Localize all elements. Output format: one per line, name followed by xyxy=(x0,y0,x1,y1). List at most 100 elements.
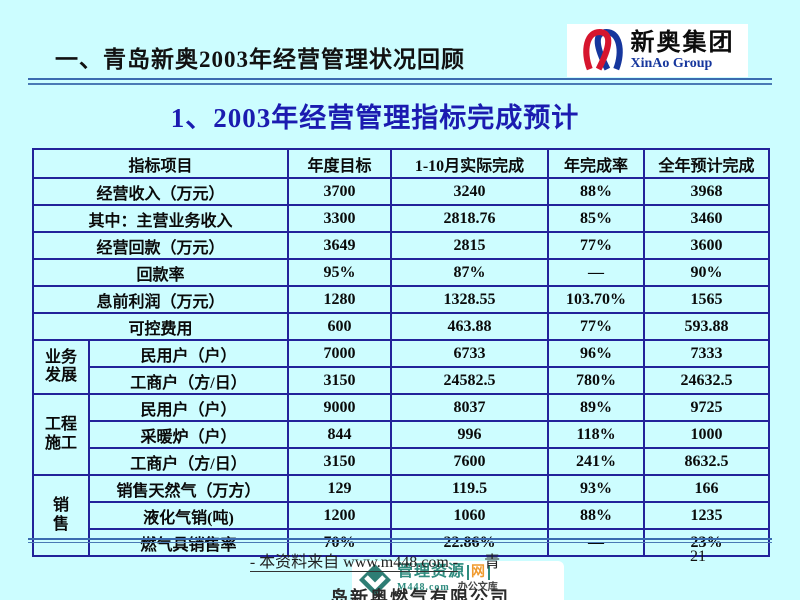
cell-value: — xyxy=(547,258,646,287)
cell-value: 1200 xyxy=(287,501,393,530)
table-row: 其中：主营业务收入 3300 2818.76 85% 3460 xyxy=(31,204,771,233)
cell-value: 88% xyxy=(547,177,646,206)
cell-value: 87% xyxy=(390,258,550,287)
table-row: 回款率 95% 87% — 90% xyxy=(31,258,771,287)
logo-company-name-en: XinAo Group xyxy=(630,55,713,71)
cell-value: 77% xyxy=(547,231,646,260)
group-label-business-dev: 业务 发展 xyxy=(32,339,90,395)
cell-value: 90% xyxy=(643,258,771,287)
cell-value: 96% xyxy=(547,339,646,368)
table-header-row: 指标项目 年度目标 1-10月实际完成 年完成率 全年预计完成 xyxy=(31,148,771,179)
table-row: 业务 发展 民用户（户） 7000 6733 96% 7333 xyxy=(32,339,771,395)
table-row: 液化气销(吨) 1200 1060 88% 1235 xyxy=(33,501,771,530)
cell-value: 95% xyxy=(287,258,393,287)
watermark-diamond-icon xyxy=(358,563,392,600)
cell-value: 93% xyxy=(547,474,646,503)
cell-value: 24632.5 xyxy=(643,366,771,395)
table-row: 工商户（方/日） 3150 7600 241% 8632.5 xyxy=(33,447,771,476)
cell-value: 3968 xyxy=(643,177,771,206)
watermark-site-name: 管理资源网 xyxy=(397,563,498,581)
table-row: 采暖炉（户） 844 996 118% 1000 xyxy=(33,420,771,449)
cell-value: 780% xyxy=(547,366,646,395)
row-label: 回款率 xyxy=(31,258,290,287)
cell-value: 118% xyxy=(547,420,646,449)
cell-value: 9725 xyxy=(643,393,771,422)
cell-value: 103.70% xyxy=(547,285,646,314)
row-label: 可控费用 xyxy=(31,312,290,341)
row-label: 民用户（户） xyxy=(87,339,290,368)
cell-value: 7000 xyxy=(287,339,393,368)
cell-value: 3600 xyxy=(643,231,771,260)
footer-source-line: - 本资料来自 www.m448.com - 青 xyxy=(0,548,750,572)
cell-value: 24582.5 xyxy=(390,366,550,395)
table-row: 息前利润（万元） 1280 1328.55 103.70% 1565 xyxy=(31,285,771,314)
cell-value: 996 xyxy=(390,420,550,449)
col-header-actual: 1-10月实际完成 xyxy=(390,148,550,179)
cell-value: 3150 xyxy=(287,447,393,476)
metrics-table: 指标项目 年度目标 1-10月实际完成 年完成率 全年预计完成 经营收入（万元）… xyxy=(31,148,771,557)
table-row: 销 售 销售天然气（万方） 129 119.5 93% 166 xyxy=(32,474,771,557)
logo-company-name-cn: 新奥集团 xyxy=(630,29,735,56)
watermark-badge: 管理资源网 M448.com 办公文库 xyxy=(352,561,564,600)
row-label: 民用户（户） xyxy=(87,393,290,422)
cell-value: 2815 xyxy=(390,231,550,260)
cell-value: 241% xyxy=(547,447,646,476)
row-label: 采暖炉（户） xyxy=(87,420,290,449)
row-label: 经营回款（万元） xyxy=(31,231,290,260)
table-row: 经营回款（万元） 3649 2815 77% 3600 xyxy=(31,231,771,260)
cell-value: 1280 xyxy=(287,285,393,314)
cell-value: 129 xyxy=(287,474,393,503)
row-label: 息前利润（万元） xyxy=(31,285,290,314)
cell-value: 8632.5 xyxy=(643,447,771,476)
footer-source-text: - 本资料来自 www.m448.com - xyxy=(249,554,459,572)
header-divider xyxy=(28,78,772,85)
net-glyph-icon: 网 xyxy=(467,565,491,580)
cell-value: 1565 xyxy=(643,285,771,314)
footer-divider xyxy=(28,538,772,543)
cell-value: 3150 xyxy=(287,366,393,395)
cell-value: 6733 xyxy=(390,339,550,368)
cell-value: 1328.55 xyxy=(390,285,550,314)
row-label: 销售天然气（万方） xyxy=(87,474,290,503)
group-label-sales: 销 售 xyxy=(32,474,90,557)
cell-value: 85% xyxy=(547,204,646,233)
col-header-item: 指标项目 xyxy=(31,148,290,179)
table-row: 工商户（方/日） 3150 24582.5 780% 24632.5 xyxy=(33,366,771,395)
row-label: 经营收入（万元） xyxy=(31,177,290,206)
cell-value: 600 xyxy=(287,312,393,341)
slide-title: 一、青岛新奥2003年经营管理状况回顾 xyxy=(55,47,465,72)
watermark-url: M448.com xyxy=(397,581,450,593)
cell-value: 3460 xyxy=(643,204,771,233)
group-label-engineering: 工程 施工 xyxy=(32,393,90,476)
cell-value: 1000 xyxy=(643,420,771,449)
col-header-forecast: 全年预计完成 xyxy=(643,148,771,179)
cell-value: 3649 xyxy=(287,231,393,260)
cell-value: 88% xyxy=(547,501,646,530)
table-row: 经营收入（万元） 3700 3240 88% 3968 xyxy=(31,177,771,206)
cell-value: 3240 xyxy=(390,177,550,206)
watermark-subline: M448.com 办公文库 xyxy=(397,582,498,594)
footer-company-line: 岛新奥燃气有限公司 xyxy=(330,588,510,600)
cell-value: 166 xyxy=(643,474,771,503)
table-row: 工程 施工 民用户（户） 9000 8037 89% 9725 xyxy=(32,393,771,476)
cell-value: 593.88 xyxy=(643,312,771,341)
row-label: 液化气销(吨) xyxy=(87,501,290,530)
cell-value: 1235 xyxy=(643,501,771,530)
row-label: 工商户（方/日） xyxy=(87,366,290,395)
cell-value: 844 xyxy=(287,420,393,449)
page-number: 21 xyxy=(690,548,706,565)
table-row: 可控费用 600 463.88 77% 593.88 xyxy=(31,312,771,341)
cell-value: 119.5 xyxy=(390,474,550,503)
cell-value: 89% xyxy=(547,393,646,422)
xinao-ribbon-icon xyxy=(581,24,625,77)
cell-value: 3700 xyxy=(287,177,393,206)
cell-value: 463.88 xyxy=(390,312,550,341)
cell-value: 2818.76 xyxy=(390,204,550,233)
cell-value: 1060 xyxy=(390,501,550,530)
watermark-tagline: 办公文库 xyxy=(457,581,498,593)
col-header-annual-target: 年度目标 xyxy=(287,148,393,179)
cell-value: 9000 xyxy=(287,393,393,422)
section-subtitle: 1、2003年经营管理指标完成预计 xyxy=(170,103,580,133)
cell-value: 7333 xyxy=(643,339,771,368)
